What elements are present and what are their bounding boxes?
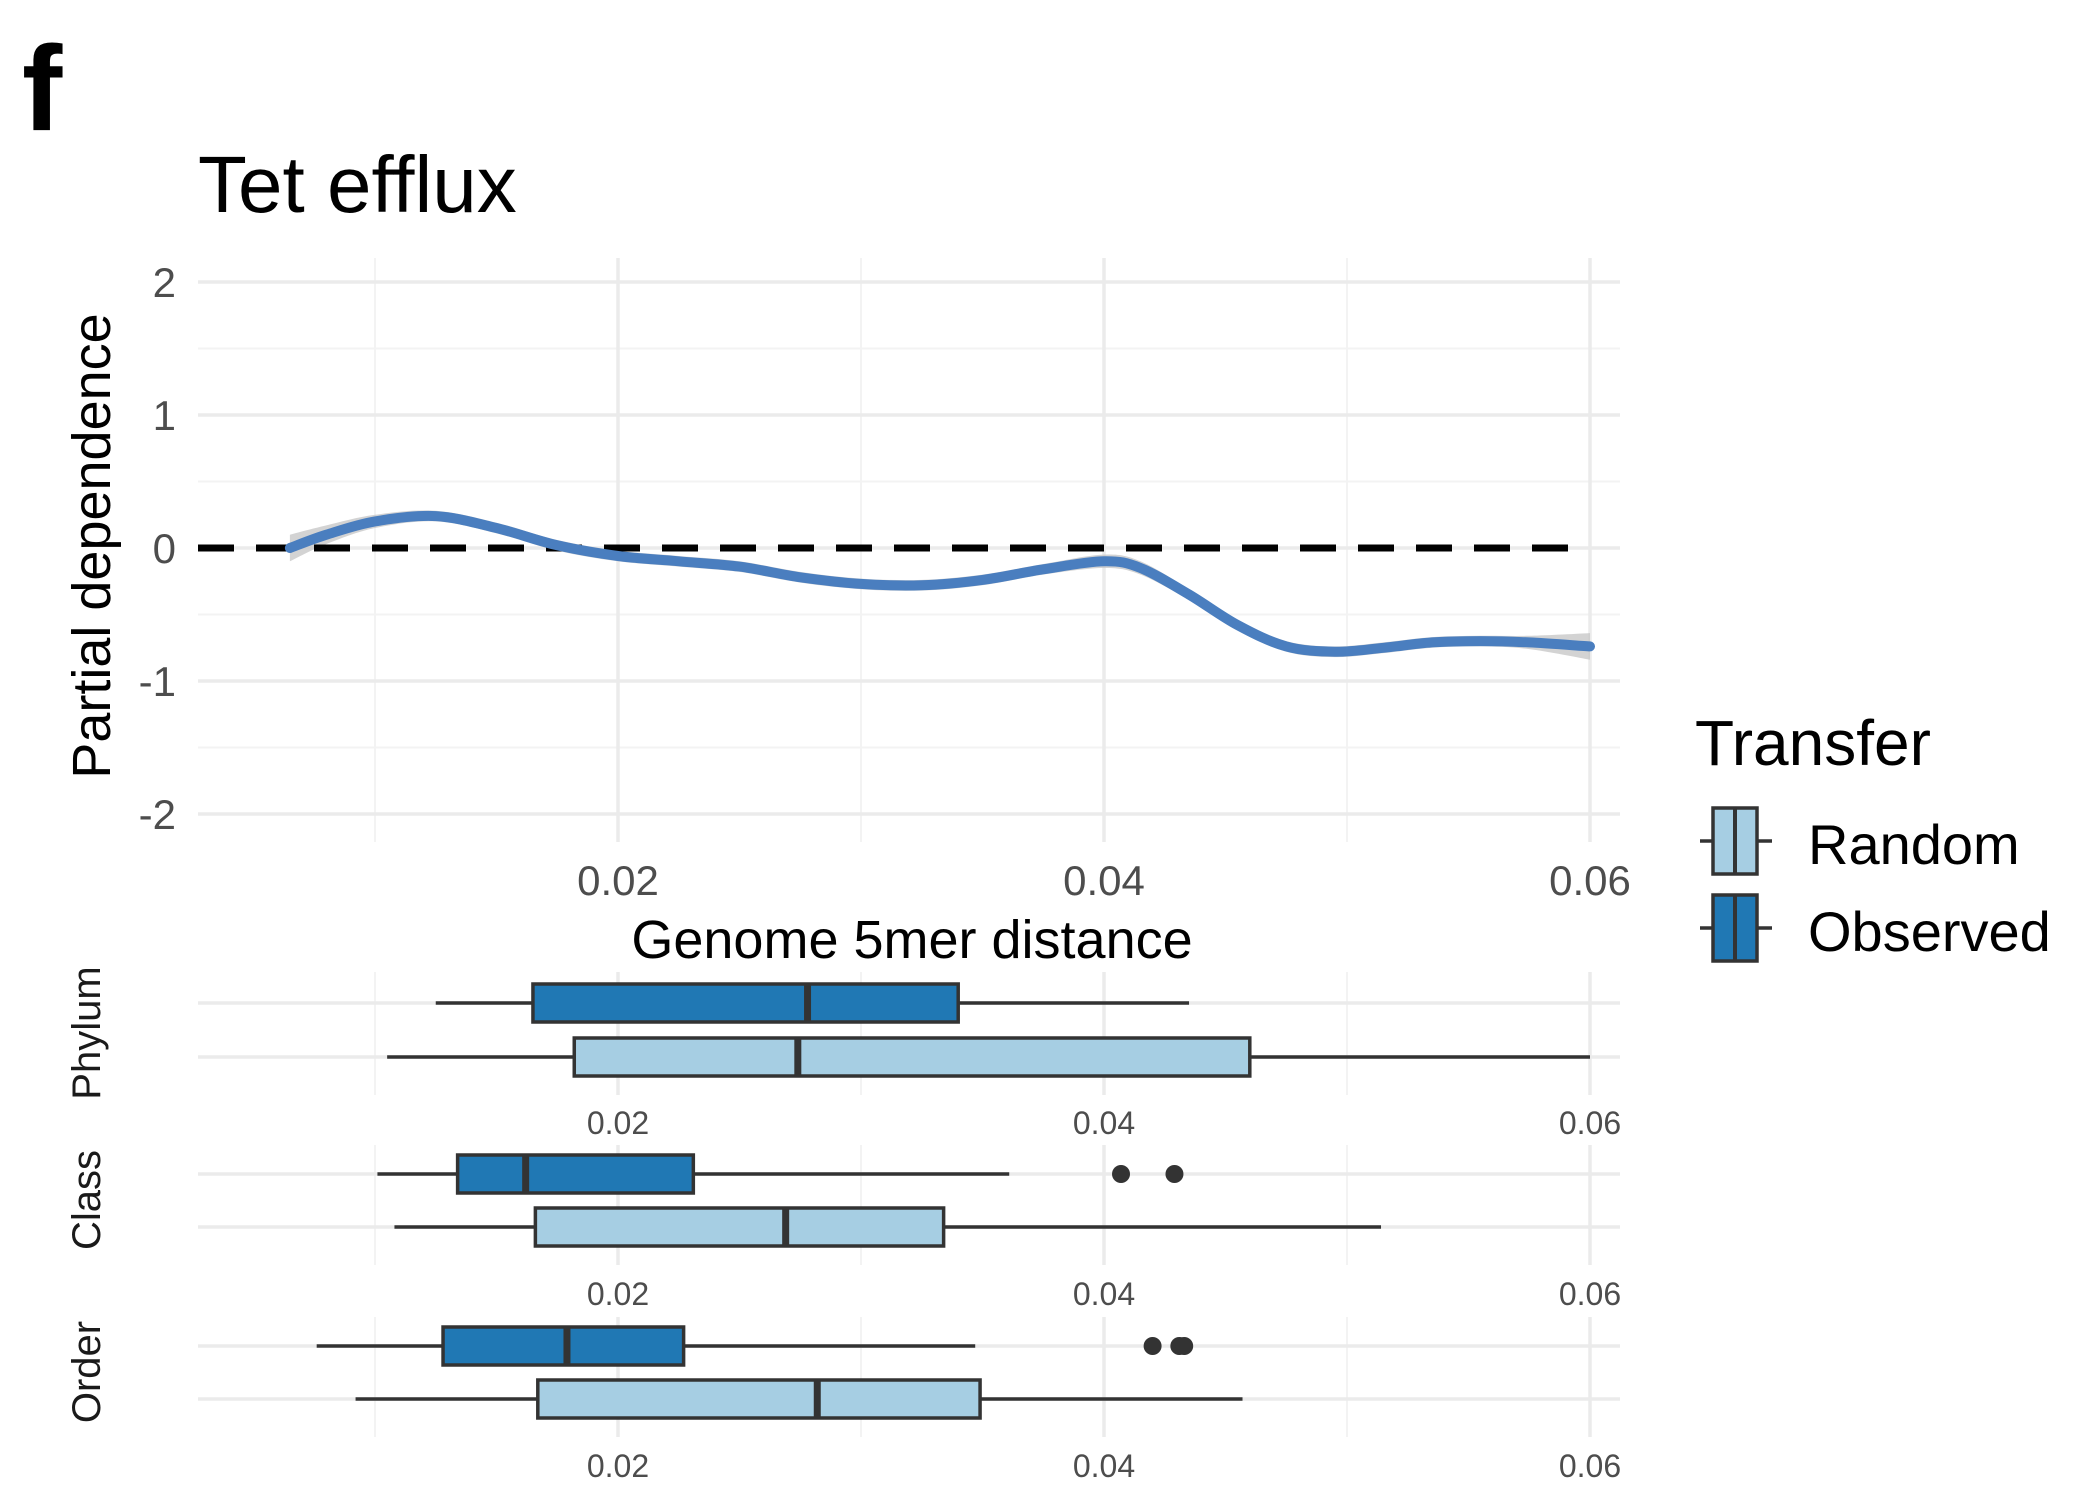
pd-x-tick-label: 0.04 [1063, 857, 1145, 904]
box-iqr [531, 982, 960, 1024]
box-x-tick-label: 0.06 [1559, 1276, 1621, 1312]
box-x-tick-label: 0.06 [1559, 1448, 1621, 1484]
box-x-tick-label: 0.02 [587, 1276, 649, 1312]
pd-smooth-line [284, 510, 1595, 657]
box-class-random [394, 1206, 1382, 1248]
pd-plot: 2 1 0 -1 -2 0.02 0.04 0.06 [139, 258, 1631, 904]
chart-title: Tet efflux [198, 140, 517, 229]
box-x-tick-label: 0.04 [1073, 1105, 1135, 1141]
pd-y-tick-label: -2 [139, 791, 176, 838]
box-x-tick-label: 0.04 [1073, 1448, 1135, 1484]
pd-y-tick-label: -1 [139, 658, 176, 705]
facet-label-order: Order [65, 1321, 109, 1423]
pd-x-tick-labels: 0.02 0.04 0.06 [577, 857, 1631, 904]
legend-label-observed: Observed [1808, 900, 2051, 963]
legend-key-random [1700, 806, 1772, 876]
legend-keys [1700, 806, 1772, 963]
box-order-random [355, 1378, 1243, 1420]
legend-key-observed [1700, 893, 1772, 963]
legend-title: Transfer [1695, 707, 1931, 779]
box-iqr [536, 1378, 982, 1420]
box-iqr [441, 1325, 686, 1367]
legend-label-random: Random [1808, 813, 2020, 876]
pd-y-tick-label: 1 [153, 392, 176, 439]
box-x-tick-label: 0.02 [587, 1105, 649, 1141]
x-axis-label: Genome 5mer distance [631, 910, 1192, 970]
box-panel-order: Order 0.02 0.04 0.06 [65, 1317, 1621, 1484]
box-panel-phylum: Phylum 0.02 0.04 0.06 [65, 966, 1621, 1141]
legend: Transfer Random Observed [1695, 707, 2051, 963]
panel-label: f [22, 20, 63, 156]
box-outlier-point [1143, 1337, 1162, 1355]
box-iqr [572, 1036, 1252, 1078]
box-x-tick-label: 0.02 [587, 1448, 649, 1484]
box-x-tick-label: 0.04 [1073, 1276, 1135, 1312]
pd-x-tick-label: 0.06 [1549, 857, 1631, 904]
pd-y-tick-labels: 2 1 0 -1 -2 [139, 259, 176, 838]
box-order-observed [316, 1325, 1194, 1367]
pd-x-tick-label: 0.02 [577, 857, 659, 904]
facet-label-class: Class [65, 1150, 109, 1250]
pd-y-tick-label: 2 [153, 259, 176, 306]
box-phylum-observed [435, 982, 1190, 1024]
box-class-observed [377, 1153, 1184, 1195]
box-outlier-point [1175, 1337, 1194, 1355]
box-panel-class: Class 0.02 0.04 0.06 [65, 1145, 1621, 1312]
y-axis-label: Partial dependence [62, 313, 122, 778]
box-x-tick-label: 0.06 [1559, 1105, 1621, 1141]
box-outlier-point [1112, 1165, 1131, 1183]
pd-y-tick-label: 0 [153, 525, 176, 572]
box-iqr [533, 1206, 946, 1248]
box-phylum-random [387, 1036, 1590, 1078]
box-iqr [455, 1153, 696, 1195]
box-outlier-point [1165, 1165, 1184, 1183]
facet-label-phylum: Phylum [65, 966, 109, 1099]
